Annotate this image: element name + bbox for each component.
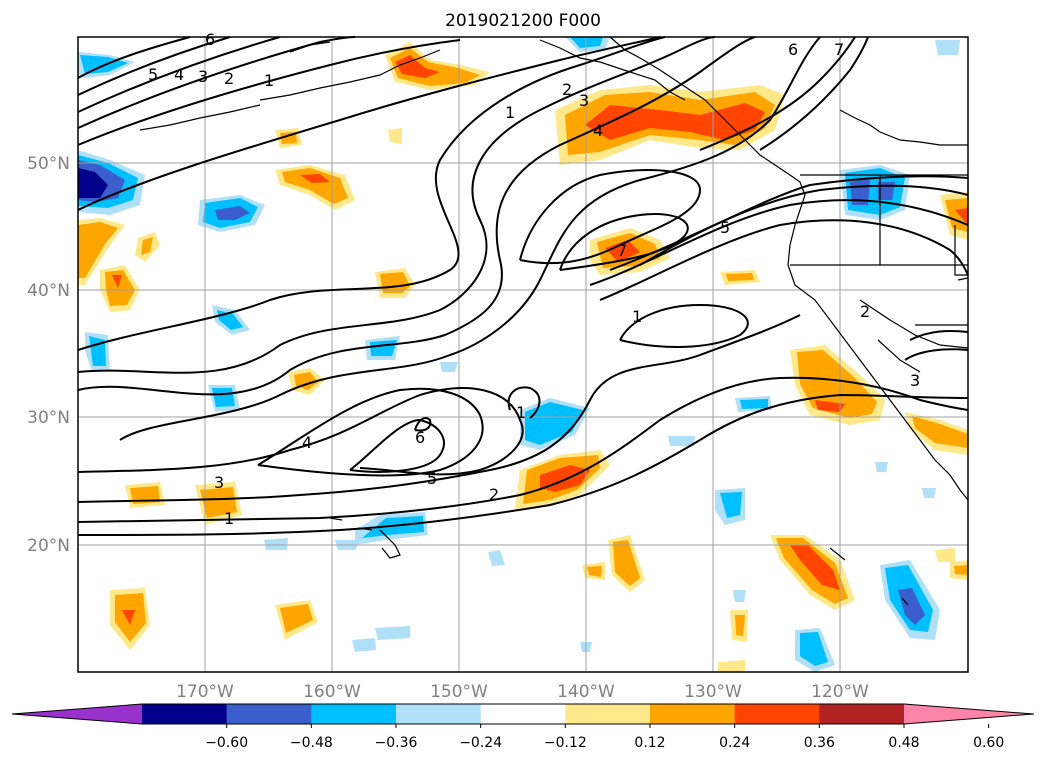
contour-label: 1 (516, 403, 526, 422)
lat-label: 40°N (27, 281, 70, 301)
lon-label: 140°W (557, 682, 615, 702)
contour-label: 5 (148, 65, 158, 84)
contour-label: 2 (860, 302, 870, 321)
contour-label: 5 (427, 469, 437, 488)
latitude-labels: 50°N 40°N 30°N 20°N (27, 154, 70, 556)
contour-label: 5 (720, 218, 730, 237)
colorbar-tick-label: 0.12 (634, 735, 665, 751)
colorbar-tick-label: 0.48 (888, 735, 919, 751)
map-frame (77, 36, 969, 673)
graticule (78, 37, 968, 672)
colorbar-segment (734, 704, 820, 724)
lat-label: 50°N (27, 154, 70, 174)
coastlines (139, 36, 969, 606)
colorbar-extend-high (904, 704, 1034, 724)
map-panel: 6 5 4 3 2 1 6 7 1 2 3 4 7 5 1 2 3 1 4 6 … (77, 30, 969, 673)
contour-label: 3 (198, 67, 208, 86)
colorbar-segment (819, 704, 905, 724)
colorbar-tick-label: −0.24 (459, 735, 502, 751)
contour-label: 3 (579, 91, 589, 110)
contour-label: 6 (205, 30, 215, 49)
contour-label: 4 (174, 65, 184, 84)
contour-label: 2 (489, 485, 499, 504)
lon-label: 150°W (430, 682, 488, 702)
positive-anomaly-fills (78, 42, 968, 672)
contour-label: 7 (617, 241, 627, 260)
colorbar-segment (142, 704, 228, 724)
lon-label: 120°W (811, 682, 869, 702)
contour-label: 1 (505, 103, 515, 122)
colorbar-segment (311, 704, 397, 724)
colorbar-segment (226, 704, 312, 724)
map-title: 2019021200 F000 (445, 11, 601, 31)
contour-label: 1 (264, 71, 274, 90)
contour-label: 6 (788, 40, 798, 59)
lon-label: 160°W (303, 682, 361, 702)
colorbar-segment (396, 704, 482, 724)
colorbar-tick-label: −0.48 (290, 735, 333, 751)
colorbar-segment (650, 704, 736, 724)
colorbar-segment (480, 704, 566, 724)
lat-label: 30°N (27, 408, 70, 428)
lat-label: 20°N (27, 536, 70, 556)
colorbar-outline (11, 703, 1035, 725)
contour-labels: 6 5 4 3 2 1 6 7 1 2 3 4 7 5 1 2 3 1 4 6 … (148, 30, 920, 528)
colorbar-tick-label: 0.36 (804, 735, 835, 751)
colorbar-segment (565, 704, 651, 724)
colorbar-tick-label: 0.60 (973, 735, 1004, 751)
negative-anomaly-fills (78, 37, 960, 672)
lon-label: 170°W (176, 682, 234, 702)
colorbar-tick-label: 0.24 (719, 735, 750, 751)
contour-label: 3 (214, 473, 224, 492)
colorbar-tick-label: −0.12 (544, 735, 587, 751)
height-contours (77, 36, 969, 536)
colorbar-tick-label: −0.60 (205, 735, 248, 751)
contour-label: 1 (632, 307, 642, 326)
contour-label: 4 (302, 433, 312, 452)
contour-label: 4 (593, 121, 603, 140)
longitude-labels: 170°W 160°W 150°W 140°W 130°W 120°W (176, 682, 869, 702)
contour-label: 3 (910, 371, 920, 390)
contour-label: 2 (224, 69, 234, 88)
colorbar-tick-label: −0.36 (375, 735, 418, 751)
lon-label: 130°W (684, 682, 742, 702)
contour-label: 2 (562, 80, 572, 99)
colorbar-extend-low (12, 704, 142, 724)
contour-label: 6 (415, 428, 425, 447)
contour-label: 7 (834, 40, 844, 59)
colorbar: −0.60 −0.48 −0.36 −0.24 −0.12 0.12 0.24 0.36 0.4… (11, 703, 1035, 751)
contour-label: 1 (224, 509, 234, 528)
